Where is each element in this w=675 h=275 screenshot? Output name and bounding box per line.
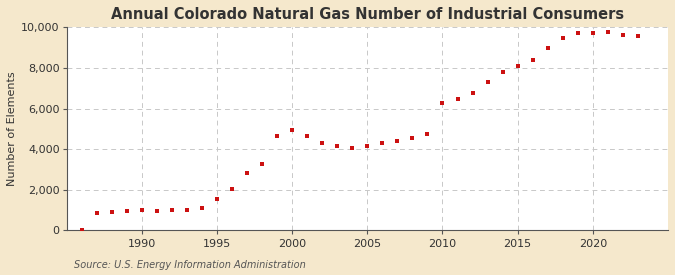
Point (196, 206, 207, 210)
Point (632, 34, 643, 39)
Point (392, 139, 403, 143)
Point (527, 57, 538, 62)
Point (558, 36, 568, 41)
Point (76, 228, 87, 233)
Point (106, 210, 117, 214)
Title: Annual Colorado Natural Gas Number of Industrial Consumers: Annual Colorado Natural Gas Number of In… (111, 7, 624, 22)
Point (136, 208, 147, 212)
Point (211, 197, 222, 201)
Point (587, 31, 598, 35)
Point (437, 101, 448, 106)
Point (572, 31, 583, 35)
Point (452, 97, 463, 101)
Point (332, 144, 343, 148)
Point (467, 91, 478, 95)
Point (603, 30, 614, 35)
Point (167, 208, 178, 212)
Point (242, 170, 252, 175)
Point (377, 141, 387, 145)
Point (497, 70, 508, 74)
Point (271, 134, 282, 138)
Y-axis label: Number of Elements: Number of Elements (7, 72, 17, 186)
Point (482, 80, 493, 84)
Point (182, 208, 192, 212)
Point (302, 134, 313, 138)
Point (362, 144, 373, 148)
Point (91, 211, 102, 215)
Point (618, 33, 628, 38)
Point (422, 132, 433, 136)
Point (227, 187, 238, 191)
Text: Source: U.S. Energy Information Administration: Source: U.S. Energy Information Administ… (74, 260, 306, 270)
Point (512, 64, 523, 68)
Point (151, 208, 162, 213)
Point (287, 128, 298, 132)
Point (317, 141, 327, 145)
Point (542, 45, 553, 50)
Point (407, 136, 418, 140)
Point (347, 146, 358, 150)
Point (122, 209, 132, 213)
Point (256, 162, 267, 167)
